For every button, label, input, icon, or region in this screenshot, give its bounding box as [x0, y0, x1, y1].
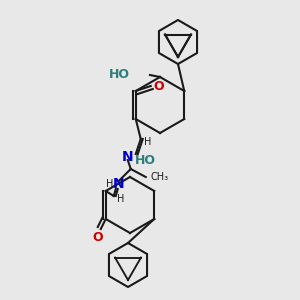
Text: H: H: [144, 137, 151, 147]
Text: H: H: [117, 194, 124, 204]
Text: HO: HO: [109, 68, 130, 82]
Text: N: N: [122, 150, 134, 164]
Text: O: O: [92, 231, 103, 244]
Text: O: O: [154, 80, 164, 94]
Text: H: H: [106, 179, 114, 189]
Text: HO: HO: [135, 154, 156, 167]
Text: N: N: [113, 177, 124, 191]
Text: CH₃: CH₃: [151, 172, 169, 182]
